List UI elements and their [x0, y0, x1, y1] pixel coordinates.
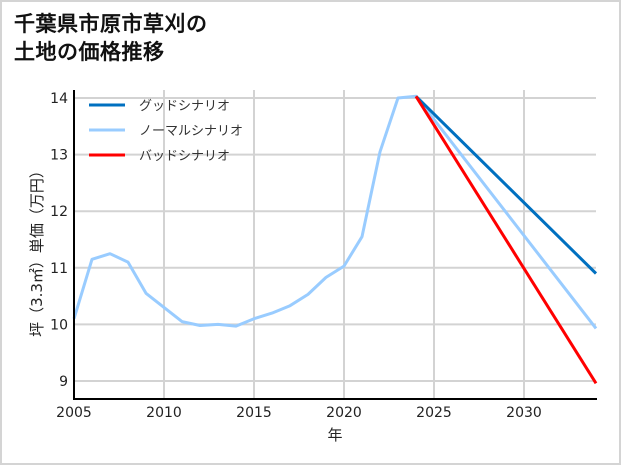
x-tick-label: 2015	[236, 405, 272, 421]
y-tick-label: 11	[50, 261, 68, 277]
title-line-2: 土地の価格推移	[14, 40, 165, 64]
y-tick-label: 9	[59, 374, 68, 390]
series-line	[414, 95, 598, 385]
x-tick-label: 2030	[506, 405, 542, 421]
series-line	[72, 94, 598, 330]
axes	[73, 90, 597, 400]
y-tick-label: 14	[50, 91, 68, 107]
y-tick-label: 12	[50, 204, 68, 220]
y-tick-label: 10	[50, 317, 68, 333]
plot-series	[72, 94, 598, 385]
x-tick-labels: 2005 2010 2015 2020 2025 2030	[56, 405, 542, 421]
x-tick-label: 2010	[146, 405, 182, 421]
y-axis-label: 坪（3.3㎡）単価（万円）	[28, 163, 46, 337]
x-axis-label: 年	[327, 426, 342, 444]
chart-title: 千葉県市原市草刈の 土地の価格推移	[14, 10, 208, 66]
x-tick-label: 2025	[416, 405, 452, 421]
y-tick-label: 13	[50, 148, 68, 164]
y-tick-labels: 9 10 11 12 13 14	[50, 91, 68, 390]
title-line-1: 千葉県市原市草刈の	[14, 12, 208, 36]
legend-label: グッドシナリオ	[139, 99, 230, 114]
x-tick-label: 2005	[56, 405, 92, 421]
legend-label: ノーマルシナリオ	[139, 124, 243, 139]
x-tick-label: 2020	[326, 405, 362, 421]
legend-label: バッドシナリオ	[139, 149, 230, 164]
gridlines	[74, 90, 596, 399]
series-line	[414, 95, 598, 275]
